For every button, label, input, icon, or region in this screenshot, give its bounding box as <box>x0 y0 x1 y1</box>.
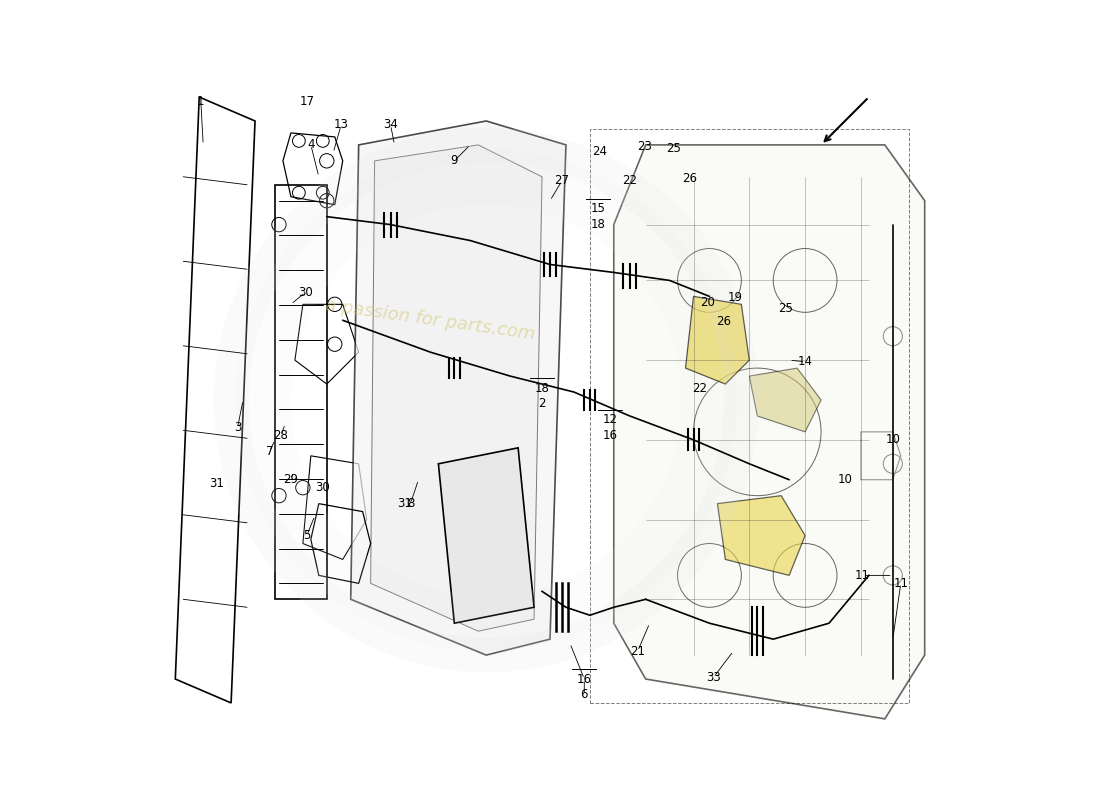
Text: 23: 23 <box>637 140 651 153</box>
Text: 3: 3 <box>234 422 241 434</box>
Text: 16: 16 <box>603 430 617 442</box>
Text: 25: 25 <box>778 302 793 315</box>
Text: 19: 19 <box>727 291 742 305</box>
Text: 13: 13 <box>333 118 349 131</box>
Text: 10: 10 <box>837 474 852 486</box>
Polygon shape <box>749 368 821 432</box>
Text: 1: 1 <box>197 94 205 107</box>
Text: 9: 9 <box>451 154 458 167</box>
Text: 15: 15 <box>591 202 605 215</box>
Text: 26: 26 <box>716 315 732 328</box>
Text: 34: 34 <box>383 118 398 131</box>
Text: 29: 29 <box>284 474 298 486</box>
Text: 11: 11 <box>893 577 909 590</box>
Polygon shape <box>614 145 925 719</box>
Polygon shape <box>685 296 749 384</box>
Text: 7: 7 <box>265 446 273 458</box>
Text: 22: 22 <box>623 174 637 187</box>
Text: 18: 18 <box>535 382 550 394</box>
Text: 21: 21 <box>630 645 646 658</box>
Text: 33: 33 <box>706 671 721 684</box>
Text: 25: 25 <box>667 142 681 155</box>
Text: 12: 12 <box>603 414 617 426</box>
Text: 4: 4 <box>307 138 315 151</box>
Polygon shape <box>717 496 805 575</box>
Polygon shape <box>439 448 535 623</box>
Text: a passion for parts.com: a passion for parts.com <box>324 297 537 344</box>
Text: 20: 20 <box>701 296 715 310</box>
Text: 26: 26 <box>682 172 697 185</box>
Text: 31: 31 <box>209 478 224 490</box>
Text: 14: 14 <box>798 355 813 368</box>
Text: 31: 31 <box>397 497 412 510</box>
Text: 28: 28 <box>273 430 288 442</box>
Text: 24: 24 <box>592 145 607 158</box>
Bar <box>275 185 327 599</box>
Text: 30: 30 <box>298 286 312 299</box>
Text: 10: 10 <box>886 434 900 446</box>
Polygon shape <box>371 145 542 631</box>
Polygon shape <box>351 121 565 655</box>
Text: 5: 5 <box>304 529 310 542</box>
Text: 30: 30 <box>316 481 330 494</box>
Text: 18: 18 <box>591 218 605 231</box>
Text: 8: 8 <box>407 497 415 510</box>
Text: 17: 17 <box>299 94 315 107</box>
Text: 11: 11 <box>855 569 870 582</box>
Text: 22: 22 <box>692 382 707 394</box>
Text: 27: 27 <box>554 174 570 187</box>
Text: 6: 6 <box>581 689 589 702</box>
Text: 2: 2 <box>538 398 546 410</box>
Text: 16: 16 <box>576 673 592 686</box>
